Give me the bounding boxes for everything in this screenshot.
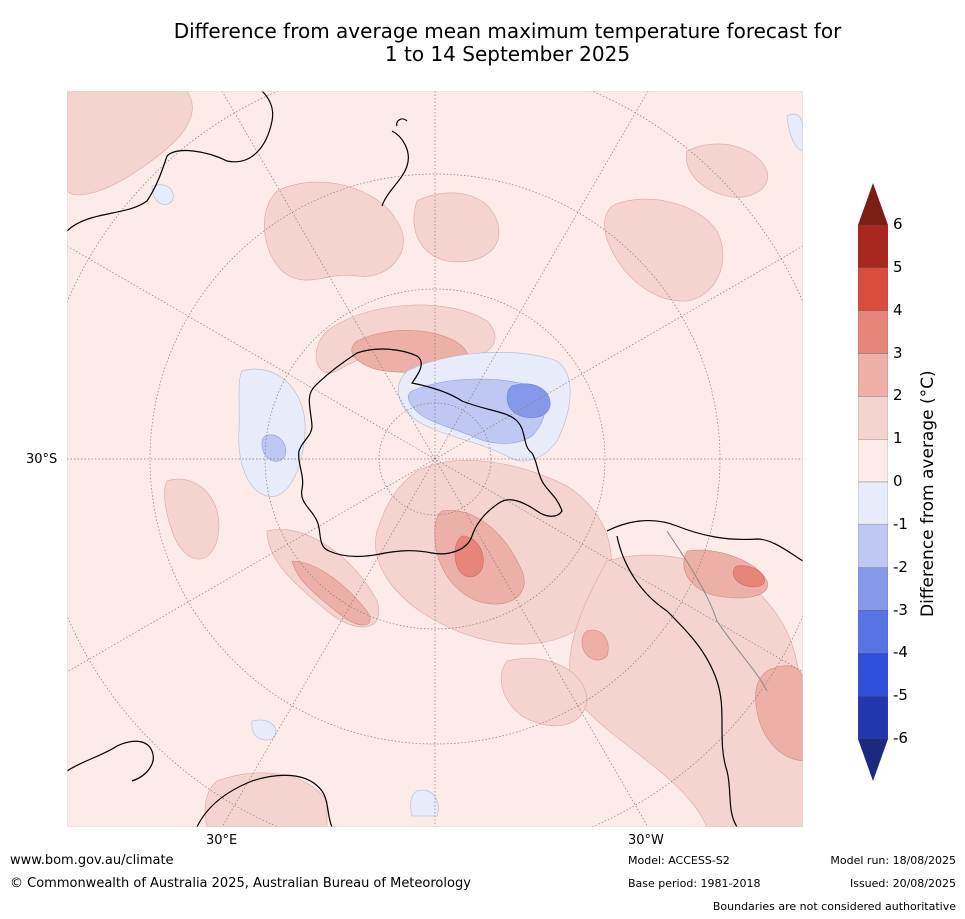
colorbar-band [858, 567, 888, 611]
australia-coastline [67, 91, 274, 232]
cold-core-amundsen [506, 383, 551, 419]
colorbar-band [858, 653, 888, 697]
colorbar-band [858, 524, 888, 568]
warm-region-sa-east [755, 665, 803, 762]
footer-boundaries-note: Boundaries are not considered authoritat… [712, 900, 956, 913]
footer-model-run: Model run: 18/08/2025 [830, 854, 956, 867]
colorbar-band [858, 610, 888, 654]
cool-region-west [238, 368, 306, 497]
longitude-label-30w: 30°W [628, 833, 664, 848]
footer-model: Model: ACCESS-S2 [628, 854, 730, 867]
colorbar-tick-label: -3 [893, 600, 908, 619]
footer-base-period: Base period: 1981-2018 [628, 877, 761, 890]
cool-region-top-right [786, 113, 803, 152]
colorbar-band [858, 696, 888, 740]
colorbar-tick-label: 4 [893, 300, 903, 319]
warm-region-nz [264, 181, 404, 281]
title-line-2: 1 to 14 September 2025 [384, 42, 631, 66]
footer-url: www.bom.gov.au/climate [10, 853, 174, 868]
footer-copyright: © Commonwealth of Australia 2025, Austra… [10, 876, 471, 891]
warm-region-left-streak [291, 560, 371, 626]
warm-core-weddell [454, 535, 484, 578]
latitude-label-30s: 30°S [26, 452, 58, 467]
cool-region-north-small [151, 184, 174, 205]
colorbar-band [858, 224, 888, 268]
africa-coastline [67, 740, 333, 827]
colorbar-tick-label: 6 [893, 215, 903, 233]
warm-region-lower-mid [500, 658, 588, 727]
colorbar-band [858, 267, 888, 311]
title-line-1: Difference from average mean maximum tem… [173, 19, 842, 43]
south-america-coastline [606, 520, 803, 827]
colorbar-over-arrow [858, 183, 888, 225]
colorbar-tick-label: -1 [893, 514, 908, 533]
footer-issued: Issued: 20/08/2025 [849, 877, 956, 890]
colorbar-tick-label: 0 [893, 472, 903, 490]
colorbar-tick-label: 2 [893, 386, 903, 405]
warm-region-lower-small [581, 629, 609, 661]
warm-region-right-mid [685, 143, 768, 198]
warm-core-sa [732, 565, 765, 588]
colorbar-under-arrow [858, 739, 888, 781]
colorbar-tick-label: 5 [893, 257, 903, 276]
colorbar-tick-label: -5 [893, 686, 908, 705]
country-boundaries-sa [666, 530, 768, 692]
colorbar-tick-label: 1 [893, 429, 903, 448]
warm-region-africa-south [204, 772, 328, 827]
colorbar-tick-label: -6 [893, 729, 908, 747]
colorbar-band [858, 396, 888, 440]
colorbar-tick-label: 3 [893, 343, 903, 362]
colorbar-band [858, 353, 888, 397]
colorbar-tick-label: -4 [893, 643, 908, 662]
cool-region-bottom [410, 789, 439, 817]
map-title: Difference from average mean maximum tem… [60, 20, 955, 66]
antarctica-coastline [298, 348, 563, 558]
warm-region-southwest [164, 478, 220, 560]
cool-region-west-small [261, 434, 287, 462]
colorbar [858, 183, 888, 781]
anomaly-map [67, 91, 803, 827]
colorbar-label: Difference from average (°C) [918, 370, 938, 617]
warm-region-right-upper [604, 198, 724, 302]
colorbar-tick-label: -2 [893, 557, 908, 576]
nz-coastline [381, 118, 409, 207]
colorbar-band [858, 310, 888, 354]
warm-region-north [67, 91, 193, 196]
cool-region-lower-left [251, 719, 277, 741]
colorbar-band [858, 439, 888, 483]
longitude-label-30e: 30°E [206, 833, 238, 848]
colorbar-band [858, 481, 888, 525]
